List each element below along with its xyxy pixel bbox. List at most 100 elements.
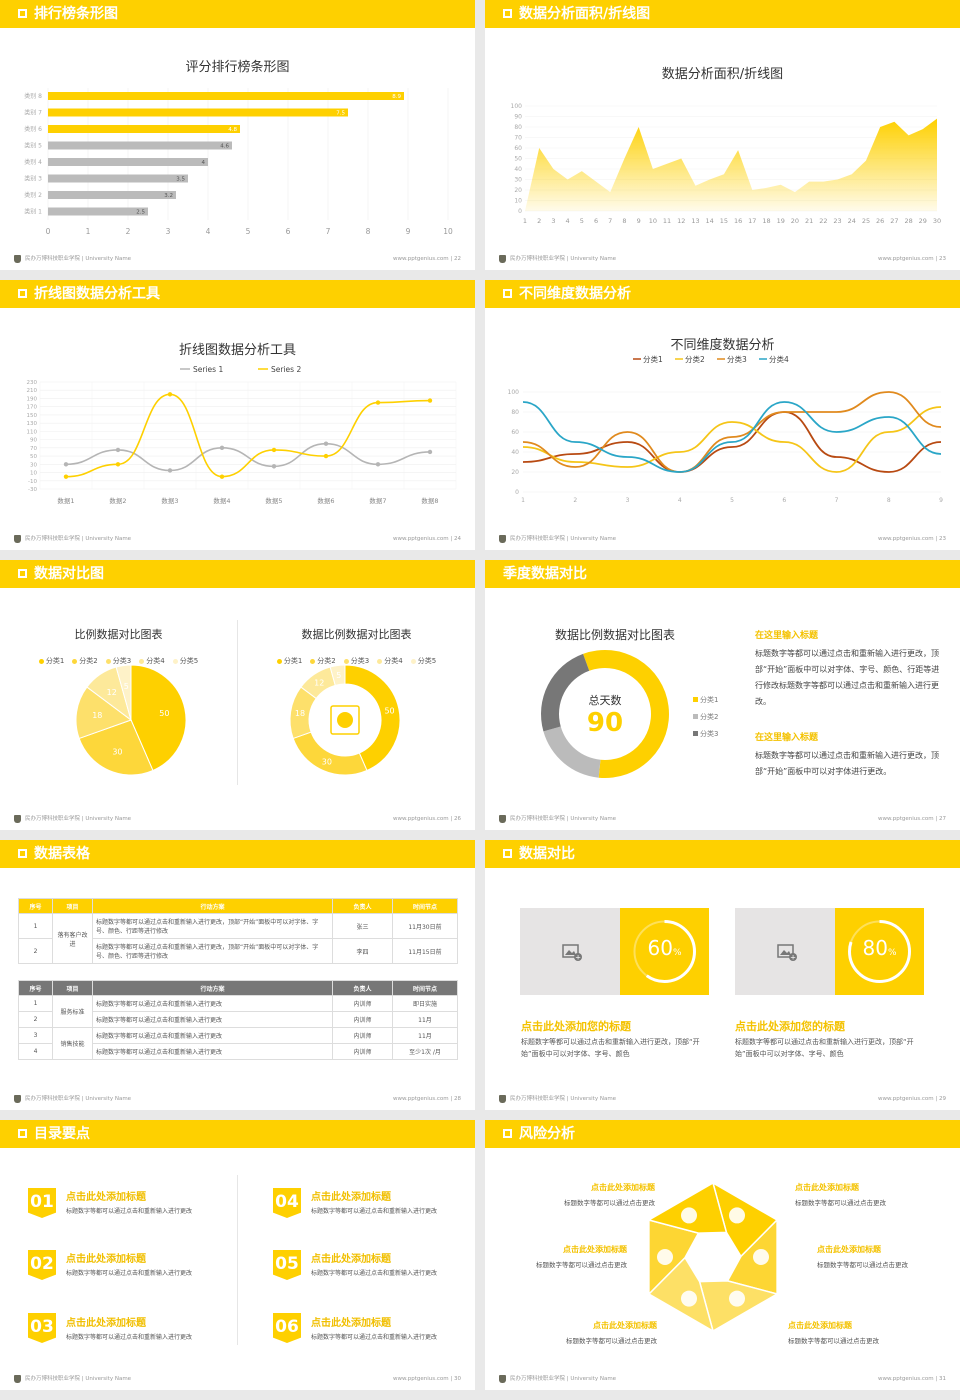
slide-footer: 民办万博科技职业学院 | University Name www.pptgeniu… (485, 248, 960, 270)
cell-project: 销售技能 (52, 1027, 93, 1060)
legend-label: 分类4 (769, 354, 789, 364)
header-title: 目录要点 (34, 1126, 90, 1142)
cell-plan: 标题数字等都可以通过点击和重新输入进行更改 (92, 1027, 333, 1044)
legend-label: 分类3 (112, 657, 132, 665)
block-text-2: 标题数字等都可以通过点击和重新输入进行更改，顶部“开始”面板中可以对字体进行更改… (755, 751, 939, 776)
legend-item: 分类4 (139, 656, 165, 666)
school-logo-icon (499, 1374, 506, 1383)
school-logo-icon (14, 534, 21, 543)
item-title[interactable]: 点击此处添加标题 (66, 1192, 146, 1203)
x-tick-label: 15 (720, 217, 728, 225)
pie-charts: 50 30 18 12 5 50 30 18 12 5 (75, 664, 401, 776)
y-tick-label: 0 (515, 489, 519, 496)
header-title: 数据对比图 (34, 566, 104, 582)
risk-title[interactable]: 点击此处添加标题 (591, 1183, 655, 1192)
footer-school: 民办万博科技职业学院 | University Name (510, 1096, 617, 1102)
item-text: 标题数字等都可以通过点击和重新输入进行更改 (66, 1270, 193, 1277)
risk-title[interactable]: 点击此处添加标题 (788, 1321, 852, 1330)
x-tick-label: 8 (622, 217, 626, 225)
item-number: 06 (273, 1313, 301, 1343)
x-tick-label: 14 (706, 217, 714, 225)
school-logo-icon (14, 254, 21, 263)
risk-title[interactable]: 点击此处添加标题 (817, 1245, 881, 1254)
table-row: 3 销售技能 标题数字等都可以通过点击和重新输入进行更改 内训师 11月 (18, 1027, 458, 1060)
area-series (525, 118, 937, 211)
slide-quarter-compare[interactable]: 季度数据对比 数据比例数据对比图表 总天数 90 分类1 分类2 分类3 在这里输入标题… (485, 560, 960, 830)
center-label: 总天数 (589, 693, 622, 707)
checkbox-icon (503, 848, 512, 858)
y-tick-label: 70 (30, 446, 37, 452)
data-point (167, 392, 173, 397)
x-tick-label: 4 (206, 227, 211, 236)
slide-line-tool[interactable]: 折线图数据分析工具 折线图数据分析工具 Series 1 Series 2 -30 -… (0, 280, 475, 550)
x-tick-label: 18 (762, 217, 770, 225)
risk-title[interactable]: 点击此处添加标题 (563, 1245, 627, 1254)
table-row: 2 标题数字等都可以通过点击和重新输入进行更改 内训师 11月 (18, 1011, 458, 1028)
slice-label: 30 (112, 747, 122, 756)
chart-title: 折线图数据分析工具 (178, 343, 296, 358)
data-point (427, 398, 433, 403)
item-title[interactable]: 点击此处添加标题 (311, 1254, 391, 1265)
x-tick-label: 2 (126, 227, 131, 236)
item-title[interactable]: 点击此处添加标题 (66, 1254, 146, 1265)
item-title[interactable]: 点击此处添加标题 (311, 1192, 391, 1203)
col-header: 行动方案 (92, 898, 333, 914)
ring-progress (633, 920, 696, 983)
slide-data-cards[interactable]: 数据对比 + 60% 点击此处添加您的标题 标题数字等都可以通过点击和重新输入进… (485, 840, 960, 1110)
image-placeholder[interactable]: + (735, 908, 835, 995)
school-logo-icon (14, 814, 21, 823)
item-title[interactable]: 点击此处添加标题 (311, 1318, 391, 1329)
item-text: 标题数字等都可以通过点击和重新输入进行更改 (311, 1270, 438, 1277)
x-tick-label: 1 (523, 217, 527, 225)
slide-multi-dimension[interactable]: 不同维度数据分析 不同维度数据分析 分类1 分类2 分类3 分类4 0 20 40 60 80 1… (485, 280, 960, 550)
item-title[interactable]: 点击此处添加标题 (66, 1318, 146, 1329)
slide-data-compare[interactable]: 数据对比图 比例数据对比图表 数据比例数据对比图表 分类1 分类2 分类3 分类4 分类… (0, 560, 475, 830)
cell-project: 落有客户改进 (52, 913, 93, 964)
x-tick-label: 6 (286, 227, 291, 236)
slide-area-chart[interactable]: 数据分析面积/折线图 数据分析面积/折线图 0 10 20 30 40 50 60 70 80 9… (485, 0, 960, 270)
footer-site: www.pptgenius.com (393, 1096, 449, 1102)
legend-item: 分类2 (72, 656, 98, 666)
image-placeholder[interactable]: + (520, 908, 620, 995)
cell-plan: 标题数字等都可以通过点击和重新输入进行更改，顶部“开始”面板中可以对字体、字号、… (92, 913, 333, 939)
footer-site: www.pptgenius.com (393, 816, 449, 822)
x-tick-label: 9 (939, 497, 943, 504)
slide-bar-ranking[interactable]: 排行榜条形图 评分排行榜条形图 0 1 2 3 4 5 6 7 8 9 10 类别 8 8.9 类别 7 7… (0, 0, 475, 270)
pie-title: 比例数据对比图表 (74, 628, 163, 641)
table-row: 1 服务标准 标题数字等都可以通过点击和重新输入进行更改 内训师 即日实施 (18, 995, 458, 1028)
legend-label: Series 2 (271, 365, 301, 374)
progress-ring (848, 920, 911, 983)
slide-key-points[interactable]: 目录要点 01 点击此处添加标题 标题数字等都可以通过点击和重新输入进行更改 0… (0, 1120, 475, 1390)
x-tick-label: 数据8 (421, 496, 438, 505)
page-number: 31 (939, 1376, 946, 1382)
x-tick-label: 1 (86, 227, 91, 236)
category-label: 类别 1 (24, 208, 42, 216)
risk-text: 标题数字等都可以通过点击更改 (564, 1199, 655, 1207)
cell-time: 11月 (392, 1027, 458, 1044)
slice-label: 50 (384, 707, 394, 716)
x-tick-label: 13 (691, 217, 699, 225)
hexagon-cycle-diagram (646, 1182, 780, 1332)
svg-text:+: + (790, 954, 796, 962)
legend-label: 分类1 (643, 354, 663, 364)
cell-no: 1 (18, 913, 53, 939)
x-tick-label: 5 (580, 217, 584, 225)
slide-data-table[interactable]: 数据表格 序号 项目 行动方案 负责人 时间节点 1 落有客户改进 标题数字等都… (0, 840, 475, 1110)
percent-unit: % (887, 948, 897, 958)
progress-box: 60% (620, 908, 709, 995)
page-number: 30 (454, 1376, 461, 1382)
cell-owner: 张三 (332, 913, 393, 939)
x-tick-label: 21 (805, 217, 813, 225)
slide-footer: 民办万博科技职业学院 | University Name www.pptgeniu… (0, 1368, 475, 1390)
cell-no: 4 (18, 1043, 53, 1060)
data-point (63, 474, 69, 479)
risk-title[interactable]: 点击此处添加标题 (593, 1321, 657, 1330)
risk-title[interactable]: 点击此处添加标题 (795, 1183, 859, 1192)
legend-label: 分类4 (146, 657, 165, 665)
x-tick-label: 1 (521, 497, 525, 504)
slide-risk-analysis[interactable]: 风险分析 点击此处添加标题 标题数字等都可以通过点击更改 点击此处添加标题 标题… (485, 1120, 960, 1390)
y-tick-label: 60 (514, 145, 522, 152)
person-icon (337, 712, 353, 728)
series-line (65, 393, 431, 478)
data-point (167, 468, 173, 473)
